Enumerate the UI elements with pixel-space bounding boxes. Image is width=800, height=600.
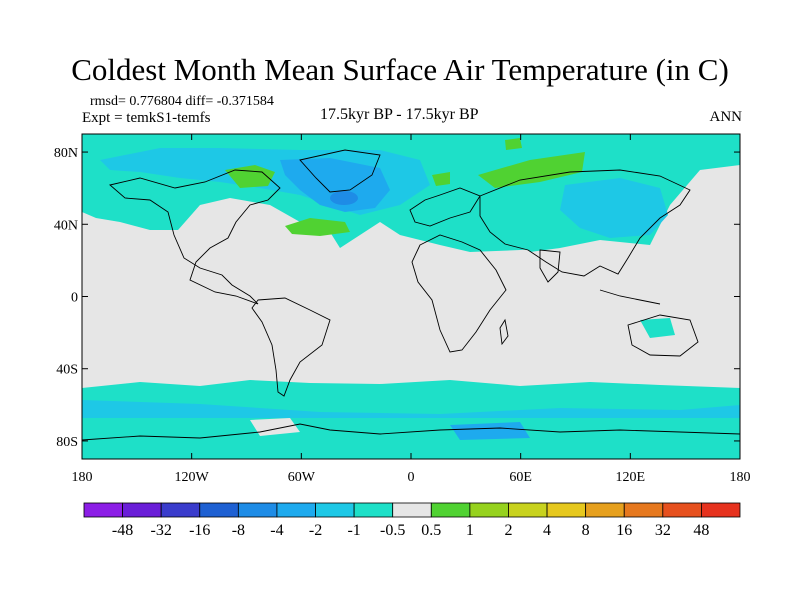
x-tick-label: 180 — [72, 470, 93, 485]
green-patch-arctic — [505, 138, 522, 150]
colorbar-label: 32 — [655, 522, 671, 539]
colorbar-swatch — [623, 502, 664, 518]
colorbar-label: -48 — [112, 522, 133, 539]
stats-line: rmsd= 0.776804 diff= -0.371584 — [90, 94, 274, 109]
coastlines — [82, 149, 740, 441]
colorbar-label: 8 — [582, 522, 590, 539]
light-blue-region-asia — [560, 178, 668, 238]
season-label: ANN — [709, 109, 743, 125]
colorbar-swatch — [430, 502, 471, 518]
colorbar-label: -32 — [151, 522, 172, 539]
cyan-patch-india — [520, 232, 560, 252]
green-patch-north-atlantic — [285, 218, 350, 236]
y-tick-label: 80N — [54, 146, 78, 161]
colorbar-label: 4 — [543, 522, 551, 539]
y-tick-label: 40N — [54, 218, 78, 233]
colorbar-label: 2 — [504, 522, 512, 539]
colorbar-label: 0.5 — [421, 522, 441, 539]
x-tick-label: 60E — [509, 470, 532, 485]
colorbar-swatch — [585, 502, 625, 518]
period-label: 17.5kyr BP - 17.5kyr BP — [320, 106, 479, 123]
colorbar-swatch — [315, 502, 355, 518]
colorbar-swatch — [237, 502, 278, 518]
green-patch-scandinavia — [432, 172, 450, 186]
green-patch-canada — [225, 165, 275, 188]
colorbar-label: -8 — [232, 522, 245, 539]
colorbar-swatch — [662, 502, 702, 518]
colorbar-label: -1 — [347, 522, 360, 539]
colorbar-swatch — [469, 502, 509, 518]
blue-region-greenland — [280, 158, 390, 212]
x-tick-label: 120E — [616, 470, 646, 485]
colorbar-swatch — [508, 502, 548, 518]
y-tick-label: 40S — [56, 363, 78, 378]
green-patch-siberia — [478, 152, 585, 188]
colorbar-swatch — [701, 502, 741, 518]
anomaly-field — [82, 134, 740, 459]
colorbar-label: -2 — [309, 522, 322, 539]
x-tick-label: 0 — [408, 470, 415, 485]
colorbar-swatch — [122, 502, 162, 518]
experiment-label: Expt = temkS1-temfs — [82, 110, 211, 126]
cyan-region-southern-ocean — [82, 380, 740, 459]
x-tick-label: 120W — [175, 470, 210, 485]
y-tick-label: 0 — [71, 291, 78, 306]
blue-patch-antarctic — [450, 422, 530, 440]
colorbar-swatch — [276, 502, 316, 518]
colorbar-swatch — [353, 502, 394, 518]
colorbar-swatch — [160, 502, 201, 518]
colorbar-swatch — [83, 502, 123, 518]
y-tick-label: 80S — [56, 435, 78, 450]
colorbar-label: -0.5 — [380, 522, 405, 539]
colorbar-label: 16 — [616, 522, 632, 539]
light-blue-band-southern-ocean — [82, 400, 740, 418]
x-tick-label: 180 — [730, 470, 751, 485]
colorbar-swatch — [199, 502, 239, 518]
colorbar-label: -4 — [270, 522, 283, 539]
colorbar-swatch — [392, 502, 432, 518]
colorbar-label: 1 — [466, 522, 474, 539]
colorbar-label: -16 — [189, 522, 210, 539]
colorbar-swatch — [546, 502, 587, 518]
colorbar-label: 48 — [693, 522, 709, 539]
x-tick-label: 60W — [288, 470, 316, 485]
cyan-patch-australia — [640, 318, 675, 338]
page-title: Coldest Month Mean Surface Air Temperatu… — [71, 52, 729, 87]
dark-blue-core — [330, 191, 358, 205]
